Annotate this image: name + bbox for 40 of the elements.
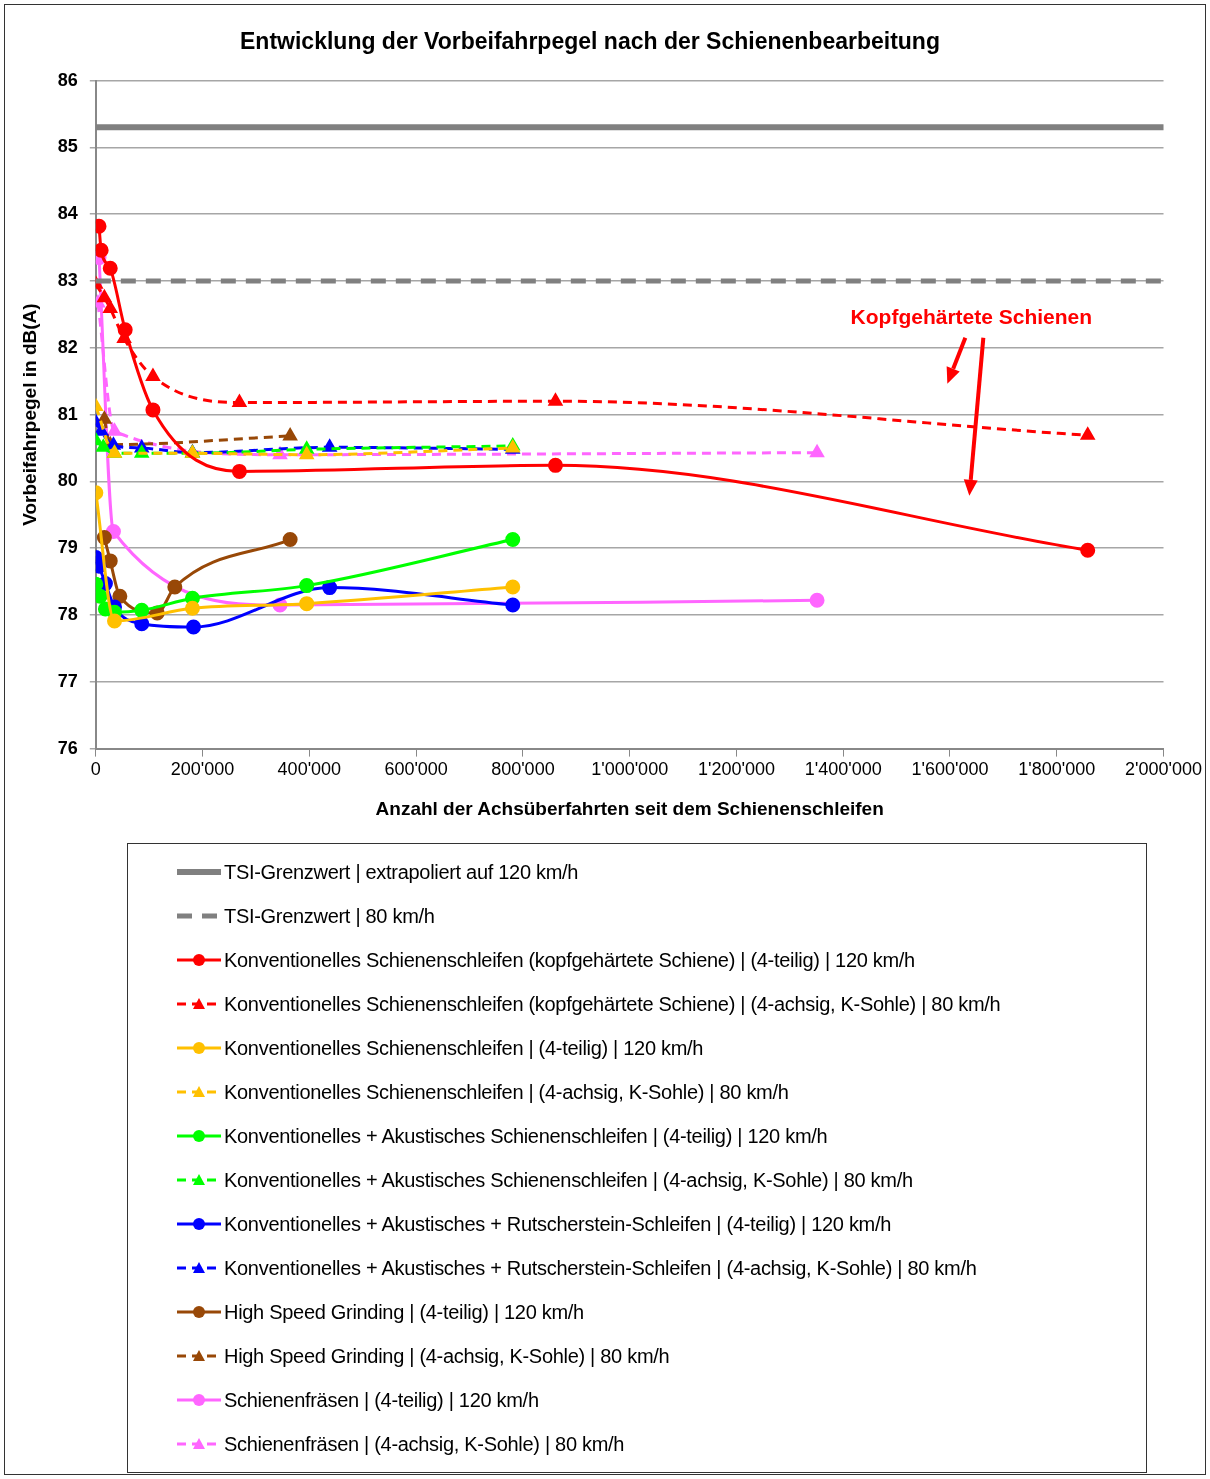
legend-label: Konventionelles Schienenschleifen | (4-achsig, K-Sohle) | 80 km/h: [224, 1080, 789, 1104]
legend-label: High Speed Grinding | (4-achsig, K-Sohle) | 80 km/h: [224, 1344, 670, 1368]
x-tick-label: 200'000: [170, 759, 235, 780]
x-axis-title: Anzahl der Achsüberfahrten seit dem Schienenschleifen: [375, 797, 884, 819]
annotation: Kopfgehärtete Schienen: [850, 304, 1093, 328]
y-tick-label: 81: [57, 403, 78, 424]
x-tick-label: 800'000: [491, 759, 555, 780]
y-axis-title: Vorbeifahrpegel in dB(A): [18, 303, 40, 526]
x-tick-label: 1'400'000: [804, 759, 882, 780]
y-tick-label: 85: [57, 136, 78, 157]
legend-label: Konventionelles + Akustisches + Rutscherstein-Schleifen | (4-achsig, K-Sohle) | 80 km/h: [224, 1256, 977, 1280]
y-tick-label: 77: [57, 670, 78, 691]
y-tick-label: 83: [57, 269, 78, 290]
y-tick-label: 82: [57, 336, 78, 357]
x-tick-label: 600'000: [384, 759, 448, 780]
legend-label: TSI-Grenzwert | extrapoliert auf 120 km/h: [224, 860, 579, 884]
legend-label: Konventionelles + Akustisches Schienenschleifen | (4-teilig) | 120 km/h: [224, 1124, 828, 1148]
legend-label: Konventionelles Schienenschleifen | (4-teilig) | 120 km/h: [224, 1036, 704, 1060]
x-tick-label: 0: [90, 759, 101, 780]
x-tick-label: 2'000'000: [1125, 759, 1202, 780]
x-tick-label: 1'600'000: [911, 759, 989, 780]
x-tick-label: 400'000: [277, 759, 342, 780]
chart-title: Entwicklung der Vorbeifahrpegel nach der Schienenbearbeitung: [240, 28, 940, 55]
y-tick-label: 76: [57, 737, 78, 758]
x-tick-label: 1'200'000: [697, 759, 775, 780]
legend-label: TSI-Grenzwert | 80 km/h: [224, 904, 435, 928]
y-tick-label: 80: [57, 470, 78, 491]
y-tick-label: 79: [57, 537, 78, 558]
legend-label: Konventionelles Schienenschleifen (kopfgehärtete Schiene) | (4-achsig, K-Sohle) | 80 km/h: [224, 992, 1001, 1016]
legend-label: Konventionelles + Akustisches Schienenschleifen | (4-achsig, K-Sohle) | 80 km/h: [224, 1168, 913, 1192]
x-tick-label: 1'000'000: [591, 759, 669, 780]
x-tick-label: 1'800'000: [1018, 759, 1096, 780]
legend-label: Konventionelles + Akustisches + Rutscherstein-Schleifen | (4-teilig) | 120 km/h: [224, 1212, 892, 1236]
y-tick-label: 78: [57, 603, 78, 624]
legend-label: Schienenfräsen | (4-teilig) | 120 km/h: [224, 1388, 539, 1412]
y-tick-label: 84: [57, 203, 78, 224]
legend-label: Schienenfräsen | (4-achsig, K-Sohle) | 80 km/h: [224, 1432, 625, 1456]
legend-label: High Speed Grinding | (4-teilig) | 120 km/h: [224, 1300, 584, 1324]
legend-label: Konventionelles Schienenschleifen (kopfgehärtete Schiene) | (4-teilig) | 120 km/h: [224, 948, 915, 972]
y-tick-label: 86: [57, 69, 78, 90]
